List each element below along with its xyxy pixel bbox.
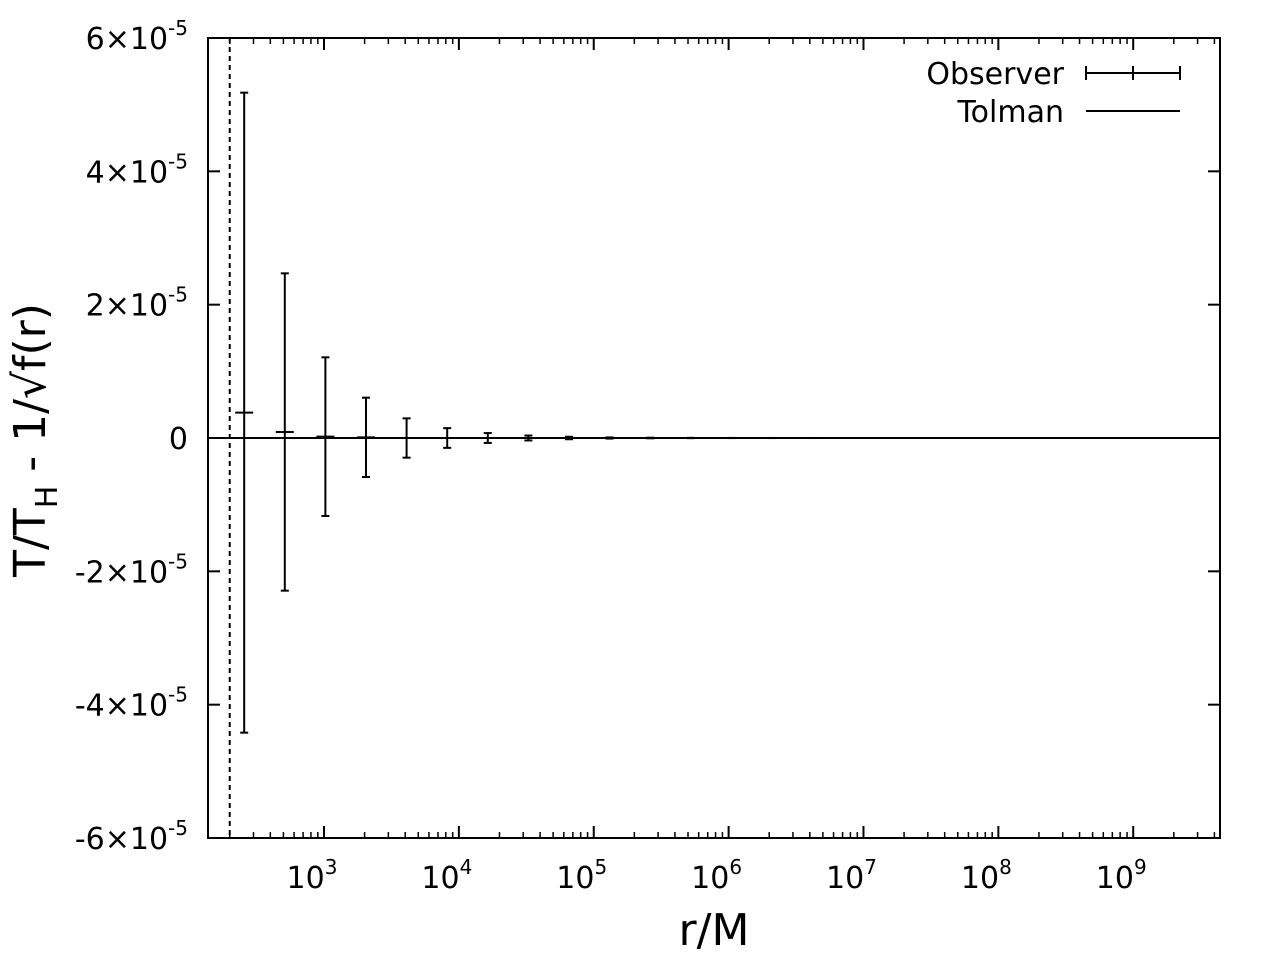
x-tick-exponent: 5	[594, 855, 607, 879]
y-axis-title-rest: - 1/√f(r)	[5, 303, 56, 486]
observer-point	[316, 356, 335, 517]
y-tick-times: ×10	[105, 289, 168, 324]
y-tick-mantissa: -4	[75, 689, 105, 724]
x-tick-exponent: 3	[325, 855, 338, 879]
x-tick-label: 108	[961, 855, 1012, 896]
y-tick-times: ×10	[105, 155, 168, 190]
x-tick-exponent: 7	[864, 855, 877, 879]
legend: Observer Tolman	[926, 57, 1181, 130]
y-tick-label: -6×10-5	[75, 816, 188, 857]
x-tick-base: 10	[961, 861, 999, 896]
y-tick-times: ×10	[105, 822, 168, 857]
observer-point	[600, 436, 619, 440]
observer-point	[397, 417, 416, 459]
y-tick-mantissa: 2	[86, 289, 105, 324]
x-tick-base: 10	[1096, 861, 1134, 896]
y-axis-title: T/TH - 1/√f(r)	[5, 303, 65, 578]
observer-point	[438, 427, 457, 449]
y-tick-exponent: -5	[168, 549, 188, 573]
y-tick-label: -4×10-5	[75, 683, 188, 724]
observer-point	[478, 432, 497, 444]
x-tick-base: 10	[421, 861, 459, 896]
x-tick-label: 109	[1096, 855, 1147, 896]
y-axis-title-main: T/T	[5, 508, 56, 578]
legend-label-tolman: Tolman	[956, 95, 1064, 130]
legend-label-observer: Observer	[926, 57, 1064, 92]
y-tick-mantissa: -2	[75, 555, 105, 590]
y-tick-times: ×10	[105, 555, 168, 590]
y-tick-times: ×10	[105, 689, 168, 724]
x-tick-label: 104	[421, 855, 472, 896]
observer-point	[641, 436, 660, 440]
y-tick-mantissa: 6	[86, 22, 105, 57]
y-axis-title-subscript: H	[30, 486, 65, 509]
x-tick-exponent: 8	[999, 855, 1012, 879]
plot-area	[207, 37, 1221, 839]
x-tick-label: 107	[826, 855, 877, 896]
x-tick-base: 10	[691, 861, 729, 896]
y-tick-exponent: -5	[168, 16, 188, 40]
observer-point	[356, 396, 375, 478]
x-axis-title: r/M	[679, 905, 750, 956]
observer-point	[275, 272, 294, 592]
observer-point	[559, 435, 578, 441]
x-tick-exponent: 4	[460, 855, 473, 879]
y-tick-labels: 6×10-54×10-52×10-50-2×10-5-4×10-5-6×10-5	[75, 16, 188, 857]
y-tick-mantissa: 4	[86, 155, 105, 190]
y-tick-times: ×10	[105, 22, 168, 57]
axis-ticks	[208, 37, 1220, 839]
y-tick-exponent: -5	[168, 683, 188, 707]
x-tick-base: 10	[826, 861, 864, 896]
y-tick-exponent: -5	[168, 283, 188, 307]
x-tick-exponent: 6	[729, 855, 742, 879]
x-tick-exponent: 9	[1134, 855, 1147, 879]
y-tick-label: 6×10-5	[86, 16, 188, 57]
observer-point	[235, 91, 254, 734]
y-tick-exponent: -5	[168, 816, 188, 840]
legend-sample-observer	[1085, 66, 1181, 80]
y-tick-label: 4×10-5	[86, 149, 188, 190]
y-tick-label: -2×10-5	[75, 549, 188, 590]
y-tick-exponent: -5	[168, 149, 188, 173]
x-tick-label: 103	[287, 855, 338, 896]
x-tick-label: 105	[556, 855, 607, 896]
y-tick-label: 0	[169, 422, 188, 457]
y-tick-mantissa: -6	[75, 822, 105, 857]
y-tick-label: 2×10-5	[86, 283, 188, 324]
observer-point	[519, 434, 538, 442]
x-tick-base: 10	[287, 861, 325, 896]
x-tick-labels: 103 104 105 106 107 108 109	[287, 855, 1147, 896]
x-tick-base: 10	[556, 861, 594, 896]
x-tick-label: 106	[691, 855, 742, 896]
